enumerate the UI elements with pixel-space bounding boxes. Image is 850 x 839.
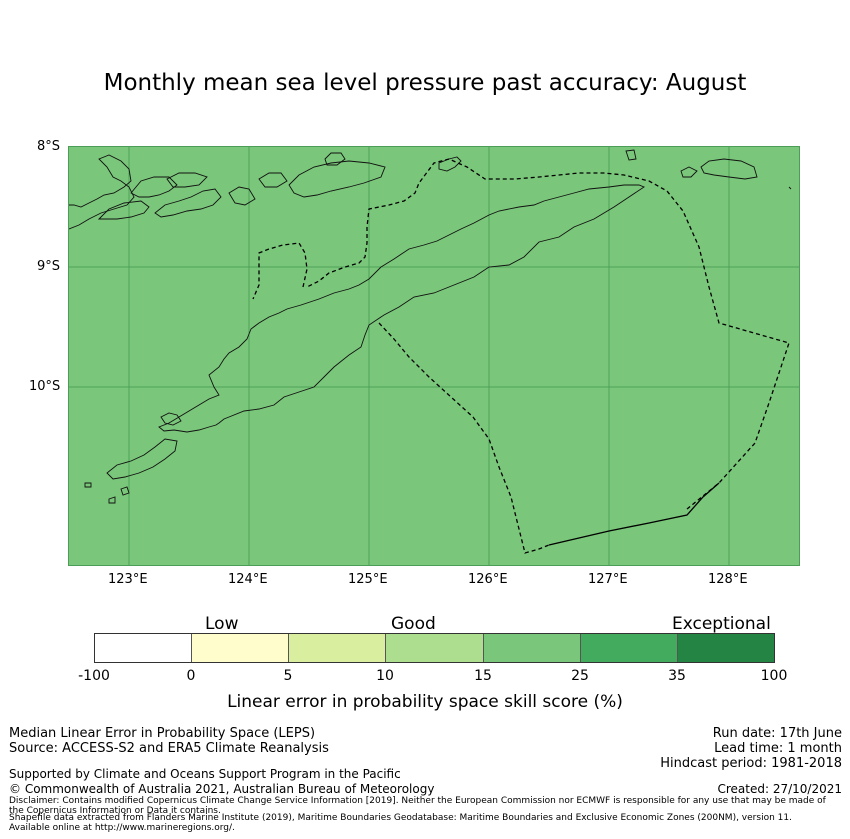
- islet-1: [680, 166, 698, 178]
- colorbar-segment-7: [677, 634, 774, 662]
- footer-disclaimer-2: the Copernicus Information or Data it co…: [9, 806, 221, 816]
- map-canvas: [69, 147, 799, 565]
- colorbar: [94, 633, 775, 663]
- lat-label-10s: 10°S: [29, 379, 61, 394]
- legend-category-exceptional: Exceptional: [672, 614, 771, 634]
- skill-field: [69, 147, 799, 565]
- footer-supported: Supported by Climate and Oceans Support …: [9, 767, 401, 781]
- islet-3: [788, 186, 792, 190]
- flores-east-coastline: [288, 160, 386, 198]
- islet-rote-2: [84, 482, 92, 488]
- lon-label-128e: 128°E: [708, 572, 748, 587]
- lat-label-9s: 9°S: [37, 259, 61, 274]
- footer-run-date: Run date: 17th June: [712, 726, 842, 741]
- lon-label-126e: 126°E: [468, 572, 508, 587]
- map-panel: [68, 146, 800, 566]
- colorbar-tick: 0: [186, 668, 196, 684]
- eez-boundary-solid: [548, 482, 720, 546]
- colorbar-tick: 25: [571, 668, 589, 684]
- eez-boundary: [252, 158, 790, 554]
- footer-shapefile-1: Shapefile data extracted from Flanders M…: [9, 813, 792, 823]
- lon-label-123e: 123°E: [108, 572, 148, 587]
- pantar-coastline: [97, 200, 150, 220]
- lembata-coastline: [130, 176, 178, 198]
- atauro-coastline: [438, 156, 462, 172]
- legend-category-low: Low: [205, 614, 239, 634]
- colorbar-tick: 5: [283, 668, 293, 684]
- gridlines: [69, 147, 799, 565]
- timor-coastline: [158, 184, 645, 433]
- islet-2: [625, 149, 637, 161]
- footer-shapefile-2: Available online at http://www.marinereg…: [9, 823, 235, 833]
- footer-disclaimer-1: Disclaimer: Contains modified Copernicus…: [9, 796, 826, 806]
- legend-category-good: Good: [391, 614, 436, 634]
- lon-label-127e: 127°E: [588, 572, 628, 587]
- island-4-coastline: [154, 188, 222, 218]
- colorbar-segment-4: [386, 634, 484, 662]
- colorbar-segment-3: [289, 634, 387, 662]
- coastlines: [69, 149, 792, 504]
- footer-hindcast: Hindcast period: 1981-2018: [660, 756, 842, 771]
- lat-label-8s: 8°S: [37, 139, 61, 154]
- island-7-coastline: [258, 172, 288, 188]
- footer-lead-time: Lead time: 1 month: [714, 741, 842, 756]
- island-6-coastline: [228, 186, 256, 206]
- footer-method: Median Linear Error in Probability Space…: [9, 726, 316, 741]
- lon-label-124e: 124°E: [228, 572, 268, 587]
- semau-coastline: [160, 412, 182, 426]
- maritime-boundary-solid: [548, 482, 720, 546]
- island-8-coastline: [324, 152, 346, 166]
- island-5-coastline: [166, 172, 208, 188]
- islet-rote-3: [120, 486, 130, 496]
- colorbar-title: Linear error in probability space skill …: [227, 692, 623, 712]
- islet-rote-1: [108, 496, 116, 504]
- footer-copyright: © Commonwealth of Australia 2021, Austra…: [9, 782, 435, 796]
- colorbar-tick: 15: [474, 668, 492, 684]
- lon-label-125e: 125°E: [348, 572, 388, 587]
- colorbar-tick: 100: [760, 668, 788, 684]
- colorbar-segment-1: [95, 634, 193, 662]
- colorbar-segment-5: [483, 634, 581, 662]
- footer-source: Source: ACCESS-S2 and ERA5 Climate Reana…: [9, 741, 329, 756]
- colorbar-tick: -100: [78, 668, 110, 684]
- colorbar-segment-6: [580, 634, 678, 662]
- colorbar-tick: 10: [376, 668, 394, 684]
- colorbar-tick: 35: [668, 668, 686, 684]
- wetar-coastline: [700, 158, 758, 180]
- rote-coastline: [106, 438, 178, 480]
- map-title: Monthly mean sea level pressure past acc…: [103, 70, 747, 96]
- maritime-boundary: [252, 158, 790, 554]
- colorbar-segment-2: [192, 634, 290, 662]
- alor-coastline: [69, 154, 135, 230]
- footer-created: Created: 27/10/2021: [717, 782, 842, 796]
